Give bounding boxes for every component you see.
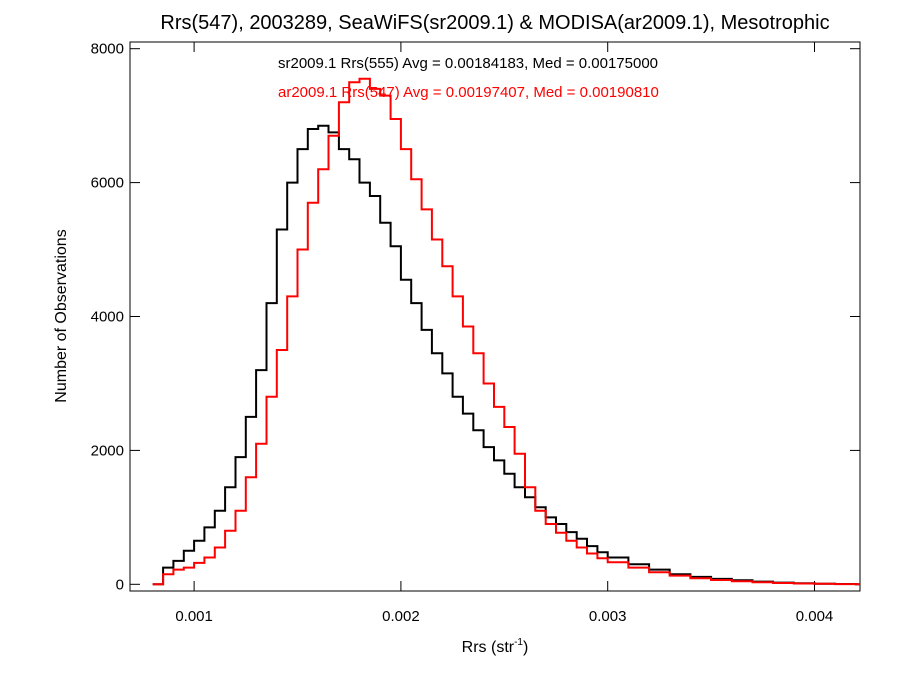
series-line-sr2009	[152, 124, 860, 586]
y-tick-label: 6000	[91, 175, 124, 192]
x-axis-label: Rrs (str-1)	[462, 637, 529, 656]
annotations: sr2009.1 Rrs(555) Avg = 0.00184183, Med …	[278, 55, 659, 101]
chart-title: Rrs(547), 2003289, SeaWiFS(sr2009.1) & M…	[160, 12, 829, 34]
y-axis: 0 2000 4000 6000 8000	[91, 41, 860, 593]
annotation-sr2009: sr2009.1 Rrs(555) Avg = 0.00184183, Med …	[278, 55, 658, 72]
y-tick-label: 0	[116, 576, 124, 593]
series-layer	[152, 77, 860, 586]
y-tick-label: 4000	[91, 309, 124, 326]
x-axis-label-close: )	[523, 639, 528, 656]
x-axis-label-superscript: -1	[514, 637, 523, 648]
x-axis: 0.001 0.002 0.003 0.004	[175, 42, 833, 625]
plot-frame	[129, 41, 861, 592]
x-tick-label: 0.001	[175, 608, 213, 625]
y-axis-label: Number of Observations	[53, 229, 70, 402]
annotation-ar2009: ar2009.1 Rrs(547) Avg = 0.00197407, Med …	[278, 84, 659, 101]
y-tick-label: 8000	[91, 41, 124, 58]
x-tick-label: 0.002	[382, 608, 420, 625]
x-tick-label: 0.004	[796, 608, 834, 625]
x-tick-label: 0.003	[589, 608, 627, 625]
y-tick-label: 2000	[91, 442, 124, 459]
series-line-ar2009	[152, 77, 860, 586]
x-axis-label-text: Rrs (str	[462, 639, 515, 656]
